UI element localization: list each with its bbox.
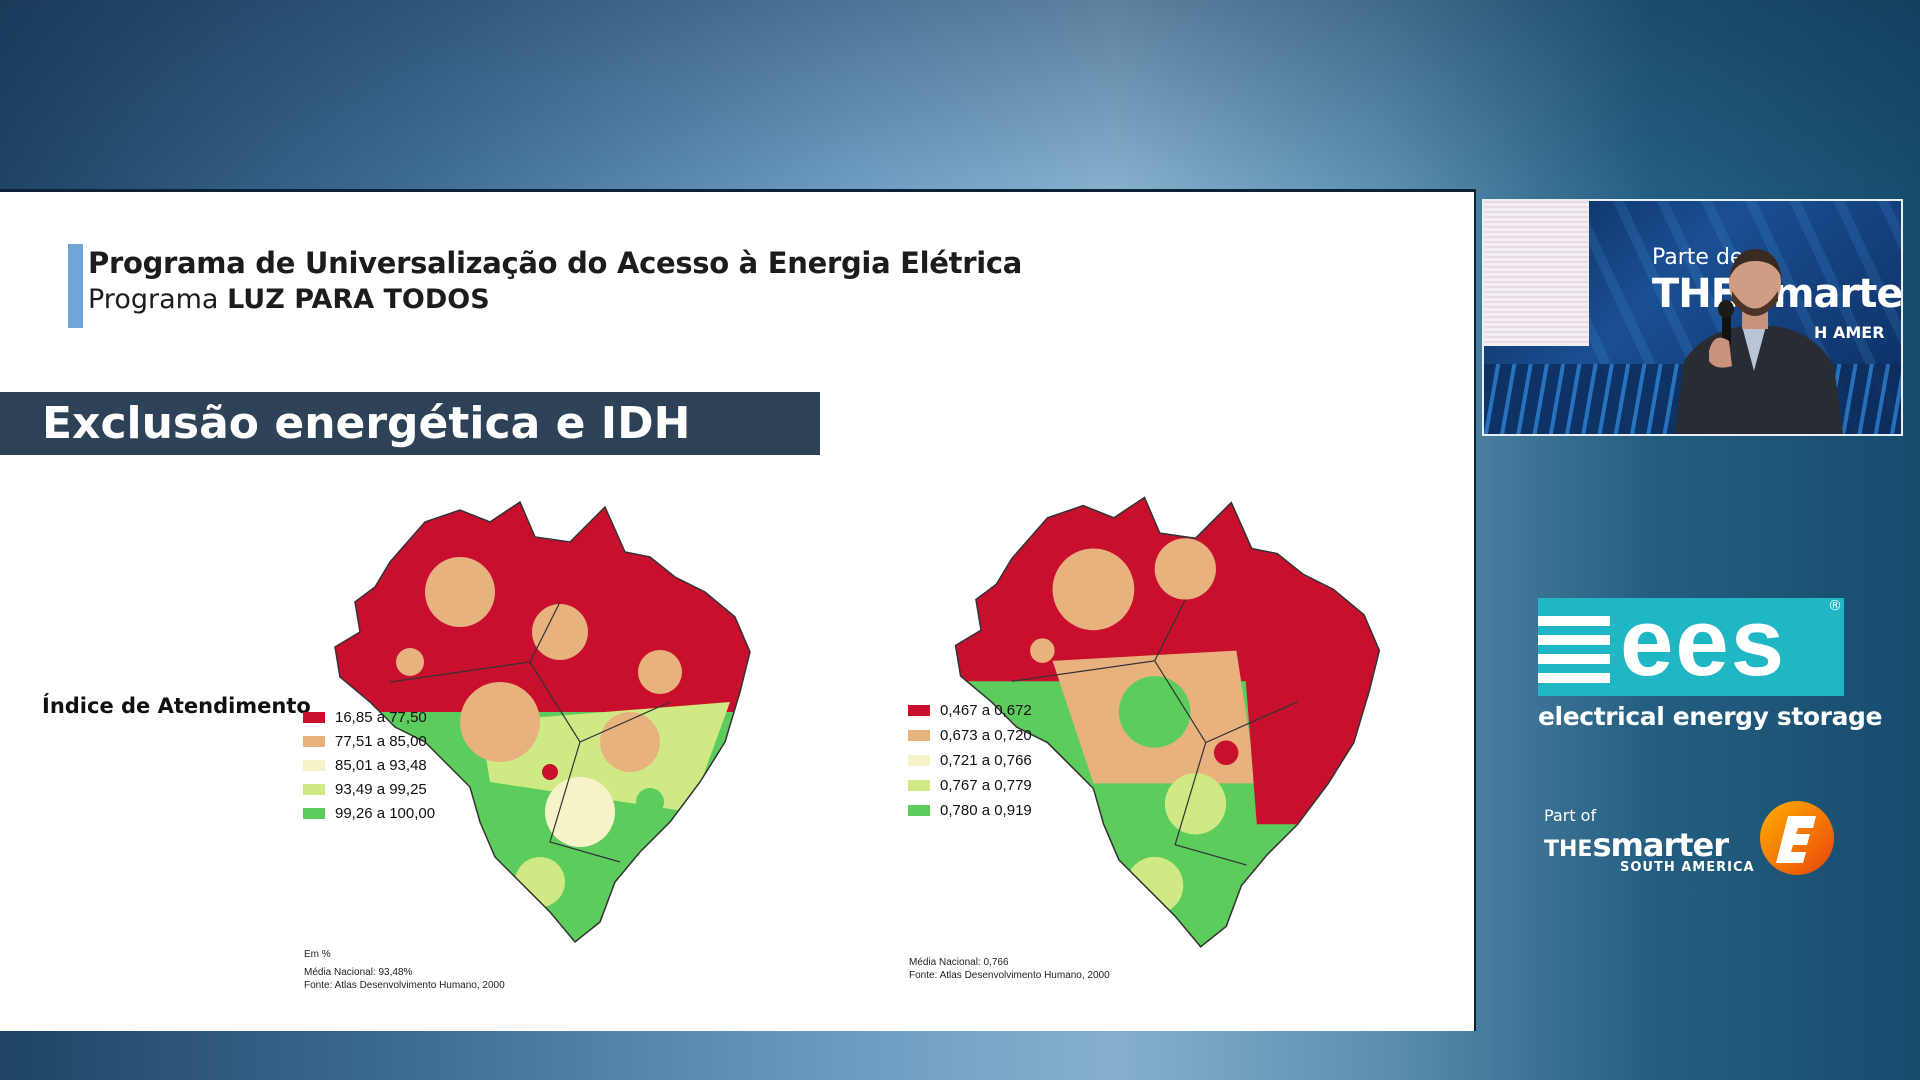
smarter-logo-text: THEsmarter	[1544, 826, 1729, 864]
legend-label: 16,85 a 77,50	[335, 708, 427, 726]
part-of-label: Part of	[1544, 806, 1597, 825]
backdrop-text-line3: H AMER	[1814, 323, 1885, 342]
brazil-map-left	[334, 501, 751, 943]
legend-swatch	[908, 755, 930, 766]
legend-label: 77,51 a 85,00	[335, 732, 427, 750]
legend-swatch	[908, 705, 930, 716]
background-top	[0, 0, 1920, 188]
note-right: Média Nacional: 0,766 Fonte: Atlas Desen…	[909, 956, 1110, 982]
section-banner: Exclusão energética e IDH	[0, 392, 820, 455]
legend-item: 93,49 a 99,25	[303, 777, 435, 801]
legend-item: 99,26 a 100,00	[303, 801, 435, 825]
legend-swatch	[303, 759, 325, 771]
map-idh	[950, 477, 1390, 957]
title-accent-bar	[68, 244, 83, 328]
presentation-slide: Programa de Universalização do Acesso à …	[0, 189, 1476, 1031]
note-fonte: Fonte: Atlas Desenvolvimento Humano, 200…	[304, 980, 505, 991]
registered-icon: ®	[1828, 598, 1842, 614]
note-left: Em % Média Nacional: 93,48% Fonte: Atlas…	[304, 948, 505, 992]
legend-right: 0,467 a 0,672 0,673 a 0,720 0,721 a 0,76…	[908, 698, 1032, 823]
legend-item: 0,467 a 0,672	[908, 698, 1032, 723]
note-media: Média Nacional: 0,766	[909, 957, 1009, 968]
legend-label: 0,767 a 0,779	[940, 777, 1032, 794]
legend-item: 77,51 a 85,00	[303, 729, 435, 753]
legend-item: 0,780 a 0,919	[908, 798, 1032, 823]
legend-swatch	[303, 807, 325, 819]
legend-label: 0,721 a 0,766	[940, 752, 1032, 769]
ees-logo-stripes	[1538, 616, 1610, 692]
backdrop-screen	[1484, 201, 1589, 346]
legend-swatch	[303, 735, 325, 747]
legend-label: 93,49 a 99,25	[335, 780, 427, 798]
legend-swatch	[303, 711, 325, 723]
legend-swatch	[908, 805, 930, 816]
legend-label: 0,673 a 0,720	[940, 727, 1032, 744]
slide-subtitle: Programa LUZ PARA TODOS	[88, 284, 490, 315]
note-unit: Em %	[304, 949, 331, 960]
slide-title: Programa de Universalização do Acesso à …	[88, 246, 1023, 280]
speaker-figure	[1674, 249, 1844, 434]
south-america-label: SOUTH AMERICA	[1620, 860, 1755, 875]
legend-label: 0,780 a 0,919	[940, 802, 1032, 819]
smarter-logo-the: THE	[1544, 837, 1593, 862]
legend-label: 0,467 a 0,672	[940, 702, 1032, 719]
legend-swatch	[303, 783, 325, 795]
subtitle-prefix: Programa	[88, 284, 228, 315]
banner-text: Exclusão energética e IDH	[42, 398, 691, 449]
brazil-map-right	[954, 496, 1381, 948]
legend-label: 99,26 a 100,00	[335, 804, 436, 822]
legend-item: 0,767 a 0,779	[908, 773, 1032, 798]
legend-swatch	[908, 730, 930, 741]
legend-item: 16,85 a 77,50	[303, 705, 435, 729]
note-media: Média Nacional: 93,48%	[304, 967, 413, 978]
legend-left: 16,85 a 77,50 77,51 a 85,00 85,01 a 93,4…	[303, 705, 435, 825]
legend-swatch	[908, 780, 930, 791]
legend-item: 85,01 a 93,48	[303, 753, 435, 777]
legend-item: 0,721 a 0,766	[908, 748, 1032, 773]
speaker-video-feed: Parte de THE smarte H AMER	[1482, 199, 1903, 436]
index-label: Índice de Atendimento	[42, 694, 311, 718]
backdrop-text-line1: Parte de	[1652, 245, 1744, 270]
note-fonte: Fonte: Atlas Desenvolvimento Humano, 200…	[909, 970, 1110, 981]
smarter-e-icon	[1760, 801, 1834, 875]
map-atendimento	[330, 482, 760, 952]
legend-label: 85,01 a 93,48	[335, 756, 427, 774]
ees-logo-subtitle: electrical energy storage	[1538, 702, 1883, 731]
ees-logo: ees ®	[1538, 589, 1844, 696]
ees-logo-mark: ees	[1620, 589, 1787, 696]
smarter-logo-smarter: smarter	[1592, 826, 1729, 864]
subtitle-bold: LUZ PARA TODOS	[227, 284, 490, 315]
legend-item: 0,673 a 0,720	[908, 723, 1032, 748]
